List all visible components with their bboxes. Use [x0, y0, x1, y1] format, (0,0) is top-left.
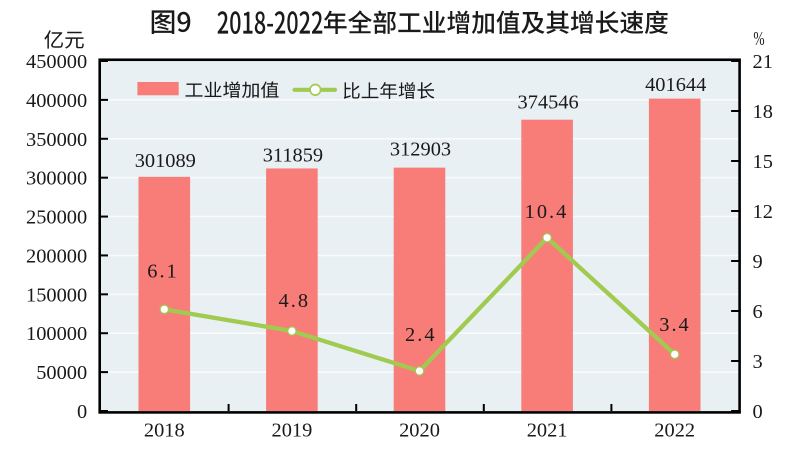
svg-text:3.4: 3.4 [659, 314, 691, 336]
svg-text:18: 18 [753, 101, 773, 123]
svg-text:401644: 401644 [645, 74, 706, 96]
svg-text:2022: 2022 [654, 420, 695, 442]
svg-text:200000: 200000 [26, 245, 87, 267]
svg-text:311859: 311859 [263, 145, 323, 167]
svg-text:2020: 2020 [399, 420, 440, 442]
svg-text:374546: 374546 [518, 92, 579, 114]
svg-text:2019: 2019 [272, 420, 313, 442]
svg-text:4.8: 4.8 [279, 290, 311, 312]
svg-text:6.1: 6.1 [147, 261, 179, 283]
svg-text:2.4: 2.4 [405, 324, 437, 346]
svg-text:301089: 301089 [135, 150, 196, 172]
svg-text:10.4: 10.4 [525, 201, 569, 223]
svg-text:150000: 150000 [26, 284, 87, 306]
svg-text:312903: 312903 [390, 139, 451, 161]
svg-text:2018: 2018 [144, 420, 185, 442]
svg-text:400000: 400000 [26, 90, 87, 112]
svg-text:0: 0 [77, 401, 87, 423]
svg-text:15: 15 [753, 151, 773, 173]
svg-text:250000: 250000 [26, 207, 87, 229]
svg-text:100000: 100000 [26, 323, 87, 345]
svg-text:350000: 350000 [26, 129, 87, 151]
svg-text:12: 12 [753, 201, 773, 223]
svg-text:300000: 300000 [26, 168, 87, 190]
svg-text:3: 3 [753, 351, 763, 373]
svg-text:%: % [753, 27, 764, 49]
svg-text:450000: 450000 [26, 51, 87, 73]
svg-text:0: 0 [753, 401, 763, 423]
svg-text:9: 9 [753, 251, 763, 273]
svg-text:6: 6 [753, 301, 763, 323]
svg-text:2021: 2021 [527, 420, 568, 442]
svg-text:21: 21 [753, 51, 773, 73]
svg-text:50000: 50000 [36, 362, 87, 384]
